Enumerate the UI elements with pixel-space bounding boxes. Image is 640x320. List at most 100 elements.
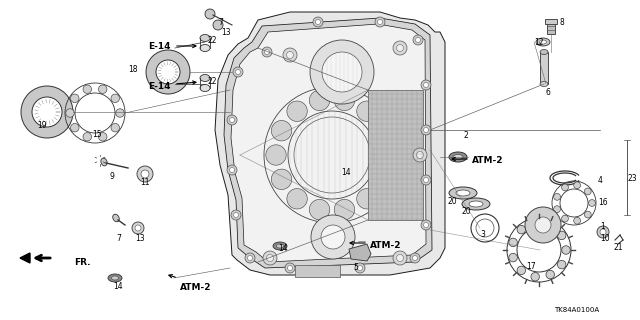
Text: ATM-2: ATM-2 (180, 283, 211, 292)
Bar (368, 90, 423, 220)
Text: 13: 13 (135, 234, 145, 243)
Text: 19: 19 (37, 121, 47, 130)
Circle shape (584, 211, 591, 218)
Circle shape (355, 263, 365, 273)
Ellipse shape (200, 44, 210, 52)
Ellipse shape (111, 276, 118, 280)
Circle shape (509, 253, 517, 262)
Circle shape (531, 219, 540, 228)
Bar (540, 52, 548, 84)
Ellipse shape (462, 198, 490, 210)
Text: 14: 14 (113, 282, 123, 291)
Circle shape (234, 212, 239, 218)
Text: 9: 9 (109, 172, 115, 181)
Text: 7: 7 (116, 234, 122, 243)
Bar (547, 22, 555, 34)
Circle shape (557, 231, 566, 240)
Circle shape (321, 225, 345, 249)
Circle shape (554, 206, 561, 212)
Circle shape (424, 178, 429, 182)
Text: 3: 3 (480, 230, 485, 239)
Circle shape (424, 127, 429, 132)
Ellipse shape (200, 75, 210, 82)
Circle shape (285, 263, 295, 273)
Ellipse shape (113, 214, 119, 222)
Circle shape (310, 40, 374, 104)
Circle shape (271, 121, 292, 141)
Circle shape (233, 67, 243, 77)
Text: 2: 2 (463, 131, 468, 140)
Circle shape (378, 145, 398, 165)
Circle shape (415, 37, 420, 43)
Circle shape (517, 266, 525, 275)
Circle shape (316, 20, 321, 25)
Text: 16: 16 (598, 198, 607, 207)
Circle shape (393, 251, 407, 265)
Circle shape (393, 41, 407, 55)
Circle shape (531, 272, 540, 281)
Circle shape (413, 35, 423, 45)
Circle shape (231, 210, 241, 220)
Text: 18: 18 (129, 65, 138, 74)
Circle shape (111, 124, 120, 132)
Ellipse shape (540, 82, 548, 86)
Text: 11: 11 (140, 178, 150, 187)
Text: 21: 21 (614, 243, 623, 252)
Circle shape (287, 188, 307, 209)
Ellipse shape (449, 152, 467, 162)
Circle shape (83, 85, 92, 93)
Ellipse shape (276, 244, 284, 248)
Circle shape (309, 90, 330, 111)
Circle shape (375, 17, 385, 27)
Circle shape (421, 175, 431, 185)
Circle shape (156, 60, 180, 84)
Text: 13: 13 (221, 28, 230, 37)
Circle shape (421, 125, 431, 135)
Text: 5: 5 (353, 263, 358, 272)
Polygon shape (349, 244, 371, 261)
Circle shape (535, 217, 551, 233)
Circle shape (32, 97, 62, 127)
Text: ATM-2: ATM-2 (370, 241, 401, 250)
Ellipse shape (536, 38, 550, 46)
Circle shape (266, 145, 286, 165)
Circle shape (111, 94, 120, 102)
Text: 6: 6 (546, 88, 551, 97)
Circle shape (334, 199, 355, 220)
Circle shape (70, 124, 79, 132)
Circle shape (372, 121, 393, 141)
Text: 20: 20 (462, 207, 472, 216)
Circle shape (356, 101, 377, 121)
Circle shape (410, 253, 420, 263)
Circle shape (372, 169, 393, 189)
Text: TK84A0100A: TK84A0100A (554, 307, 599, 313)
Circle shape (236, 69, 241, 75)
Circle shape (135, 225, 141, 231)
Circle shape (230, 117, 234, 123)
Circle shape (322, 52, 362, 92)
Ellipse shape (449, 187, 477, 199)
Circle shape (600, 229, 606, 235)
Circle shape (417, 151, 424, 158)
Polygon shape (231, 24, 426, 262)
Circle shape (589, 200, 595, 206)
Circle shape (397, 44, 403, 52)
Circle shape (263, 251, 277, 265)
Circle shape (424, 222, 429, 228)
Text: E-14: E-14 (148, 42, 170, 51)
Circle shape (413, 255, 417, 260)
Polygon shape (20, 253, 30, 263)
Text: 14: 14 (341, 168, 351, 177)
Circle shape (99, 85, 107, 93)
Circle shape (525, 207, 561, 243)
Text: E-14: E-14 (148, 82, 170, 91)
Circle shape (132, 222, 144, 234)
Circle shape (227, 165, 237, 175)
Polygon shape (224, 18, 432, 268)
Ellipse shape (273, 242, 287, 250)
Circle shape (557, 260, 566, 269)
Circle shape (421, 80, 431, 90)
Circle shape (264, 50, 269, 54)
Ellipse shape (456, 190, 470, 196)
Ellipse shape (200, 35, 210, 42)
